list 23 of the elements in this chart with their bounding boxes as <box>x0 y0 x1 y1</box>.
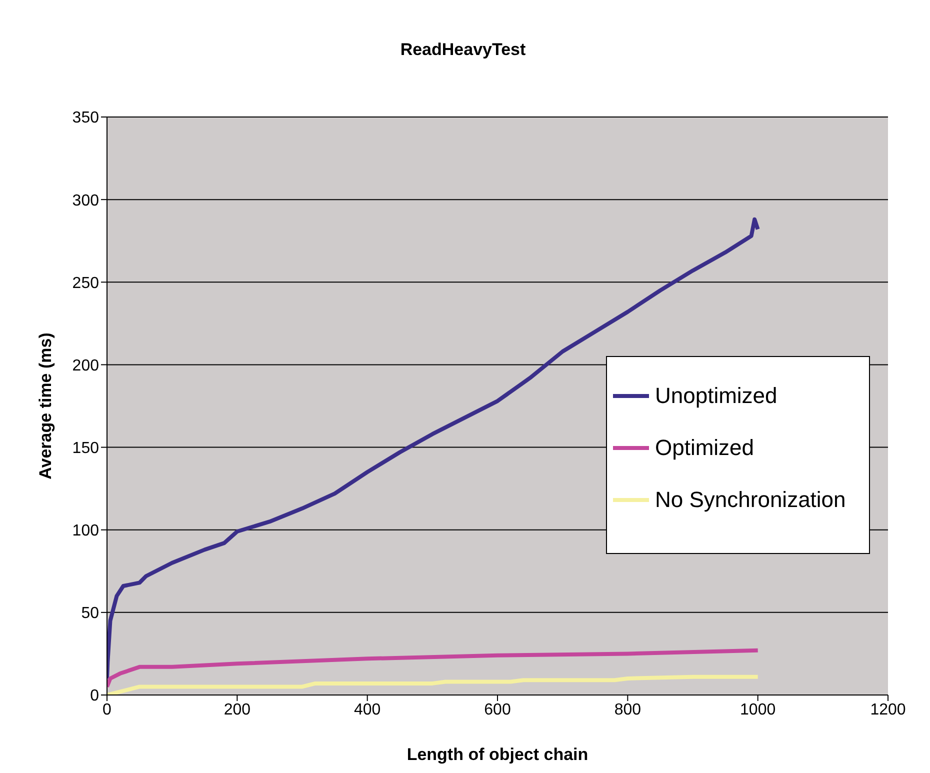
y-tick-label: 200 <box>72 357 100 374</box>
x-tick-label: 800 <box>614 701 642 718</box>
x-tick-label: 0 <box>102 701 112 718</box>
y-tick-label: 250 <box>72 274 100 292</box>
x-axis-title: Length of object chain <box>406 745 588 764</box>
legend-label: No Synchronization <box>655 487 846 513</box>
legend-label: Unoptimized <box>655 383 778 409</box>
line-series <box>107 674 760 695</box>
y-axis-title: Average time (ms) <box>36 332 56 480</box>
legend-label: Optimized <box>655 435 754 461</box>
x-tick-label: 1000 <box>740 701 776 718</box>
y-tick-label: 300 <box>72 192 100 210</box>
x-tick-label: 200 <box>224 701 251 718</box>
x-tick-label: 1200 <box>870 701 906 718</box>
x-tick-label: 400 <box>354 701 381 718</box>
y-tick-label: 150 <box>72 440 100 457</box>
x-tick-label: 600 <box>484 701 511 718</box>
y-tick-label: 0 <box>90 688 100 705</box>
chart-title: ReadHeavyTest <box>399 40 527 60</box>
y-tick-label: 50 <box>81 605 100 622</box>
y-tick-label: 100 <box>72 522 100 540</box>
line-series <box>107 648 760 689</box>
y-tick-label: 350 <box>72 110 100 127</box>
